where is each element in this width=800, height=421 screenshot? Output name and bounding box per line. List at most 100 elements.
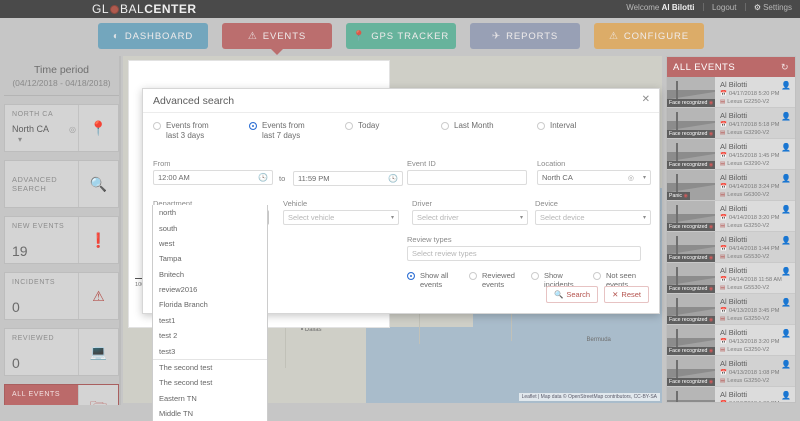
department-option[interactable]: The second test [159, 378, 213, 388]
time-period-block[interactable]: Time period (04/12/2018 - 04/18/2018) [4, 56, 119, 96]
department-option[interactable]: west [159, 238, 175, 248]
sidebar-card-incidents[interactable]: INCIDENTS 0 ⚠ [4, 272, 119, 320]
person-icon[interactable]: 👤 [781, 360, 791, 369]
chevron-down-icon[interactable]: ▾ [18, 135, 23, 144]
event-list-item[interactable]: Face recognized ◉ Al Bilotti 📅 04/14/2018 1… [667, 263, 795, 294]
event-list-item[interactable]: Face recognized ◉ Al Bilotti 📅 04/17/2018 5… [667, 108, 795, 139]
event-thumbnail[interactable]: Face recognized ◉ [667, 201, 715, 231]
radio-show-incidents[interactable]: Show incidents [531, 271, 593, 290]
event-id-input[interactable] [407, 170, 527, 185]
event-thumbnail[interactable]: Face recognized ◉ [667, 294, 715, 324]
department-option[interactable]: Florida Branch [159, 300, 208, 310]
person-icon[interactable]: 👤 [781, 267, 791, 276]
event-list-item[interactable]: Face recognized ◉ Al Bilotti 📅 04/13/2018 3… [667, 294, 795, 325]
chevron-down-icon[interactable]: ▾ [642, 175, 646, 181]
radio-interval[interactable]: Interval [537, 121, 633, 141]
device-icon: ▤ [720, 285, 726, 291]
person-icon[interactable]: 👤 [781, 81, 791, 90]
radio-show-all-events[interactable]: Show all events [407, 271, 469, 290]
chevron-down-icon[interactable]: ▾ [390, 215, 394, 221]
reset-button-label: Reset [621, 290, 641, 299]
person-icon[interactable]: 👤 [781, 174, 791, 183]
event-thumbnail[interactable]: Face recognized ◉ [667, 387, 715, 402]
clear-circle-icon[interactable]: ◎ [627, 174, 634, 182]
sidebar-scrollbar[interactable] [119, 56, 121, 419]
radio-not-seen-events[interactable]: Not seen events [593, 271, 655, 290]
from-time-input[interactable]: 12:00 AM 🕓 [153, 170, 273, 185]
radio-dot [531, 272, 539, 280]
location-select[interactable]: North CA ◎ ▾ [537, 170, 651, 185]
clock-icon[interactable]: 🕓 [388, 174, 398, 183]
tab-reports[interactable]: ✈ REPORTS [470, 23, 580, 49]
department-option[interactable]: test3 [159, 346, 176, 356]
clear-circle-icon[interactable]: ◎ [69, 125, 77, 134]
event-thumbnail[interactable]: Face recognized ◉ [667, 139, 715, 169]
settings-link[interactable]: Settings [763, 3, 792, 12]
driver-select[interactable]: Select driver ▾ [412, 210, 528, 225]
map-attribution[interactable]: Leaflet | Map data © OpenStreetMap contr… [518, 393, 660, 401]
close-icon[interactable]: ✕ [641, 94, 650, 105]
radio-events-last-7-days[interactable]: Events from last 7 days [249, 121, 345, 141]
logout-link[interactable]: Logout [711, 3, 737, 12]
department-option[interactable]: Eastern TN [159, 393, 197, 403]
chevron-down-icon[interactable]: ▾ [642, 215, 646, 221]
radio-reviewed-events[interactable]: Reviewed events [469, 271, 531, 290]
sidebar-card-new-events[interactable]: NEW EVENTS 19 ❗ [4, 216, 119, 264]
department-option[interactable]: Middle TN [159, 409, 194, 419]
person-icon[interactable]: 👤 [781, 236, 791, 245]
department-option[interactable]: Bnitech [159, 269, 185, 279]
event-thumbnail[interactable]: Face recognized ◉ [667, 263, 715, 293]
chevron-down-icon[interactable]: ▾ [519, 215, 523, 221]
event-thumbnail[interactable]: Face recognized ◉ [667, 356, 715, 386]
sidebar-card-location[interactable]: NORTH CA North CA ◎ ▾ 📍 [4, 104, 119, 152]
event-list-item[interactable]: Face recognized ◉ Al Bilotti 📅 04/13/2018 3… [667, 325, 795, 356]
sidebar-card-advanced-search[interactable]: ADVANCED SEARCH 🔍 [4, 160, 119, 208]
event-list-item[interactable]: Face recognized ◉ Al Bilotti 📅 04/14/2018 3… [667, 201, 795, 232]
person-icon[interactable]: 👤 [781, 112, 791, 121]
person-icon[interactable]: 👤 [781, 205, 791, 214]
vehicle-select[interactable]: Select vehicle ▾ [283, 210, 399, 225]
device-select[interactable]: Select device ▾ [535, 210, 651, 225]
tab-gps-tracker[interactable]: 📍 GPS TRACKER [346, 23, 456, 49]
refresh-icon[interactable]: ↻ [780, 61, 789, 72]
event-list-item[interactable]: Face recognized ◉ Al Bilotti 📅 04/14/2018 1… [667, 232, 795, 263]
department-option[interactable]: The second test [153, 358, 267, 375]
event-thumbnail[interactable]: Face recognized ◉ [667, 232, 715, 262]
department-option[interactable]: north [159, 208, 177, 218]
department-option[interactable]: south [159, 223, 178, 233]
event-thumbnail[interactable]: Face recognized ◉ [667, 77, 715, 107]
event-device: ▤ Lexus G5530-V2 [720, 285, 770, 291]
to-time-input[interactable]: 11:59 PM 🕓 [293, 171, 403, 186]
department-dropdown-list[interactable]: north south west Tampa Bnitech review2016 Flor… [152, 205, 268, 421]
event-thumbnail[interactable]: Panic ◉ [667, 170, 715, 200]
radio-today[interactable]: Today [345, 121, 441, 141]
event-list-item[interactable]: Face recognized ◉ Al Bilotti 📅 04/15/2018 1… [667, 139, 795, 170]
tab-dashboard[interactable]: ◐ DASHBOARD [98, 23, 208, 49]
tab-configure[interactable]: ⚠ CONFIGURE [594, 23, 704, 49]
search-button[interactable]: 🔍 Search [546, 286, 599, 303]
person-icon[interactable]: 👤 [781, 143, 791, 152]
person-icon[interactable]: 👤 [781, 391, 791, 400]
left-sidebar: Time period (04/12/2018 - 04/18/2018) NO… [4, 56, 119, 421]
department-option[interactable]: review2016 [159, 285, 198, 295]
review-types-input[interactable]: Select review types [407, 246, 641, 261]
department-option[interactable]: Tampa [159, 254, 182, 264]
review-types-placeholder: Select review types [412, 249, 477, 258]
reset-button[interactable]: ✕ Reset [604, 286, 649, 303]
event-list-item[interactable]: Face recognized ◉ Al Bilotti 📅04/13/2018 1… [667, 387, 795, 402]
person-icon[interactable]: 👤 [781, 329, 791, 338]
tab-events[interactable]: ⚠ EVENTS [222, 23, 332, 55]
event-thumbnail[interactable]: Face recognized ◉ [667, 325, 715, 355]
event-list-item[interactable]: Panic ◉ Al Bilotti 📅 04/14/2018 3:24 PM ▤ Lex… [667, 170, 795, 201]
event-list-item[interactable]: Face recognized ◉ Al Bilotti 📅04/13/2018 1… [667, 356, 795, 387]
radio-last-month[interactable]: Last Month [441, 121, 537, 141]
sidebar-card-reviewed[interactable]: REVIEWED 0 💻 [4, 328, 119, 376]
department-option[interactable]: test1 [159, 315, 176, 325]
radio-events-last-3-days[interactable]: Events from last 3 days [153, 121, 249, 141]
person-icon[interactable]: 👤 [781, 298, 791, 307]
clock-icon[interactable]: 🕓 [258, 173, 268, 182]
event-thumbnail[interactable]: Face recognized ◉ [667, 108, 715, 138]
event-list-item[interactable]: Face recognized ◉ Al Bilotti 📅 04/17/2018 5… [667, 77, 795, 108]
department-option[interactable]: test 2 [159, 331, 178, 341]
events-list[interactable]: Face recognized ◉ Al Bilotti 📅 04/17/2018 5… [667, 77, 795, 402]
